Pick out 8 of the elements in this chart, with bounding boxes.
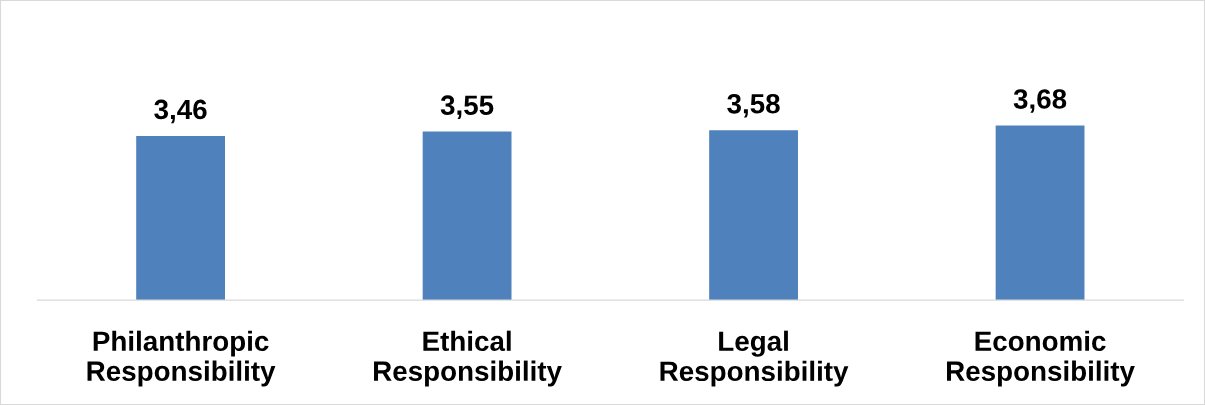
data-label: 3,55	[440, 95, 494, 120]
x-tick-label: Ethical Responsibility	[374, 330, 562, 387]
data-label: 3,68	[1013, 89, 1067, 113]
x-tick-label: Economic Responsibility	[947, 330, 1135, 387]
data-label: 3,46	[154, 99, 207, 124]
x-tick-label: Philanthropic Responsibility	[87, 330, 276, 387]
x-tick-label: Legal Responsibility	[660, 330, 849, 387]
data-label: 3,58	[727, 93, 780, 118]
